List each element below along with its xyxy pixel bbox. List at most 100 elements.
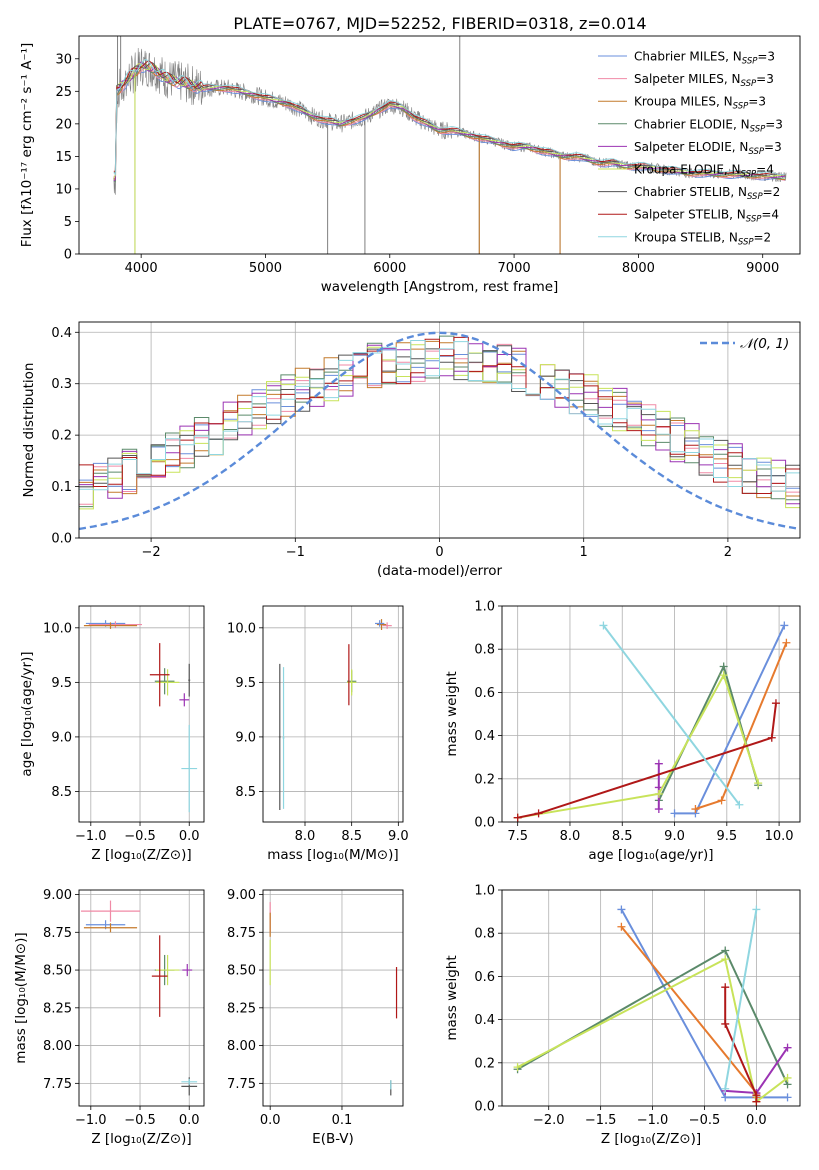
y-tick-label: 9.5: [235, 676, 256, 691]
plot-area: [80, 900, 198, 1096]
x-tick-label: 0.0: [179, 1113, 200, 1128]
weight-point-marker: [721, 983, 730, 992]
x-axis-label: Z [log₁₀(Z/Z⊙)]: [601, 1131, 701, 1147]
x-axis-label: Z [log₁₀(Z/Z⊙)]: [91, 847, 191, 863]
legend-label: Kroupa ELODIE, NSSP=4: [634, 163, 774, 180]
x-axis-label: wavelength [Angstrom, rest frame]: [321, 279, 559, 295]
x-tick-label: 10.0: [765, 829, 794, 844]
y-axis-label: Normed distribution: [21, 363, 37, 498]
age-vs-metallicity-panel: −1.0 −0.5 0.0 8.5 9.0 9.5 10.0 Z [log₁₀(Z/Z⊙)] a…: [19, 605, 205, 863]
x-tick-label: 8.0: [295, 829, 316, 844]
weight-point-marker: [771, 699, 780, 708]
y-tick-label: 8.25: [43, 1001, 72, 1016]
weight-point-marker: [721, 946, 730, 955]
legend-subscript: SSP: [748, 147, 764, 157]
x-tick-label: 0.1: [332, 1113, 353, 1128]
weight-point-marker: [721, 955, 730, 964]
weight-point-marker: [513, 1063, 522, 1072]
legend-subscript: SSP: [750, 124, 766, 134]
x-tick-label: 8.5: [341, 829, 362, 844]
plot-frame: [262, 889, 404, 1107]
y-tick-label: 30: [55, 52, 72, 67]
y-tick-label: 10.0: [43, 621, 72, 636]
x-tick-label: 4000: [125, 261, 158, 276]
x-tick-label: −1.0: [75, 829, 107, 844]
plot-frame: [78, 605, 205, 823]
weight-point-marker: [719, 662, 728, 671]
weight-point-marker: [654, 759, 663, 768]
y-tick-label: 0.0: [51, 532, 72, 547]
y-tick-label: 8.75: [227, 926, 256, 941]
model-fit-line: [113, 60, 786, 176]
y-tick-label: 5: [64, 215, 72, 230]
y-tick-label: 0.6: [474, 686, 495, 701]
y-axis-label: age [log₁₀(age/yr)]: [19, 651, 35, 776]
y-tick-label: 25: [55, 85, 72, 100]
residual-histogram-step: [79, 340, 800, 492]
y-tick-label: 0: [64, 248, 72, 263]
y-tick-label: 9.0: [235, 730, 256, 745]
weight-point-marker: [735, 800, 744, 809]
weight-point-marker: [767, 733, 776, 742]
y-tick-label: 7.75: [43, 1077, 72, 1092]
y-tick-label: 0.3: [51, 377, 72, 392]
legend-text: Chabrier MILES, N: [634, 50, 742, 64]
y-tick-label: 0.2: [51, 429, 72, 444]
mass-vs-ebv-panel: 0.0 0.1 7.75 8.00 8.25 8.50 8.75 9.00 E(B-V): [227, 888, 404, 1147]
y-tick-label: 0.8: [474, 643, 495, 658]
y-tick-label: 8.00: [43, 1039, 72, 1054]
weight-series-line: [517, 672, 760, 819]
legend-text: Kroupa STELIB, N: [634, 230, 738, 244]
legend-text: Salpeter MILES, N: [634, 72, 741, 86]
plot-frame: [78, 889, 205, 1107]
legend-subscript: SSP: [742, 57, 758, 67]
x-tick-label: 8000: [622, 261, 655, 276]
weight-point-marker: [721, 1084, 730, 1093]
legend-subscript: SSP: [741, 170, 757, 180]
legend-subscript: SSP: [733, 102, 749, 112]
weight-series-line: [724, 909, 758, 1089]
model-fit-line: [113, 66, 786, 181]
residual-histogram-step: [79, 336, 800, 494]
x-tick-label: 2: [724, 545, 732, 560]
spectrum-panel: 4000 5000 6000 7000 8000 9000 0 5 10 15 20 25 30 wave…: [19, 35, 801, 295]
y-tick-label: 8.75: [43, 926, 72, 941]
x-tick-label: 0.0: [746, 1113, 767, 1128]
x-axis-label: Z [log₁₀(Z/Z⊙)]: [91, 1131, 191, 1147]
x-tick-label: 7.5: [507, 829, 528, 844]
weight-point-marker: [654, 805, 663, 814]
weight-series-line: [674, 624, 786, 815]
x-axis-label: age [log₁₀(age/yr)]: [588, 847, 713, 863]
weight-point-marker: [783, 1043, 792, 1052]
weight-point-marker: [670, 809, 679, 818]
plot-area: [278, 619, 392, 810]
weight-point-marker: [754, 779, 763, 788]
legend-value: =3: [757, 50, 775, 64]
x-tick-label: 9.5: [716, 829, 737, 844]
normal-distribution-curve: [79, 331, 798, 531]
x-axis-label: mass [log₁₀(M/M⊙)]: [267, 847, 398, 863]
x-tick-label: −2.0: [533, 1113, 565, 1128]
legend-label: Chabrier MILES, NSSP=3: [634, 50, 775, 67]
legend-label: Salpeter MILES, NSSP=3: [634, 72, 774, 89]
weight-point-marker: [599, 621, 608, 630]
weight-series-line: [517, 703, 777, 819]
x-tick-label: 9.0: [388, 829, 409, 844]
legend-text: Chabrier ELODIE, N: [634, 117, 750, 131]
legend-label: 𝒩(0, 1): [740, 336, 789, 352]
y-tick-label: 0.4: [51, 326, 72, 341]
legend-value: =3: [756, 72, 774, 86]
x-tick-label: −2: [142, 545, 161, 560]
y-axis-label: mass [log₁₀(M/M⊙)]: [13, 932, 29, 1063]
legend-text: Salpeter ELODIE, N: [634, 140, 748, 154]
x-tick-label: −1: [286, 545, 305, 560]
age-vs-mass-panel: 8.0 8.5 9.0 8.5 9.0 9.5 10.0 mass [log₁₀(M/M⊙)]: [227, 605, 409, 863]
y-tick-label: 0.4: [474, 1013, 495, 1028]
weight-point-marker: [780, 621, 789, 630]
y-tick-label: 15: [55, 150, 72, 165]
y-tick-label: 8.5: [235, 785, 256, 800]
legend-label: Chabrier STELIB, NSSP=2: [634, 185, 780, 202]
legend-label: Salpeter ELODIE, NSSP=3: [634, 140, 782, 157]
legend-subscript: SSP: [747, 192, 763, 202]
